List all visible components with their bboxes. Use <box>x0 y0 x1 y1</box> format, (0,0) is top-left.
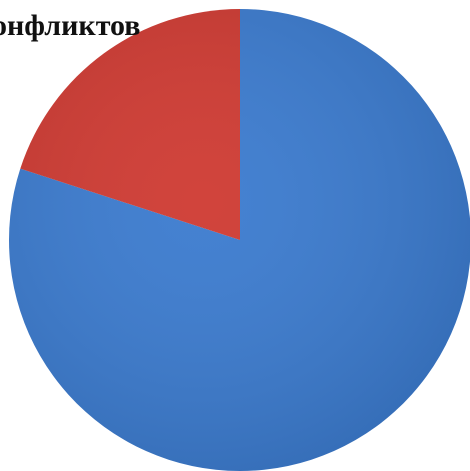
chart-title: онфликтов <box>0 9 141 42</box>
pie-slices <box>9 9 470 471</box>
